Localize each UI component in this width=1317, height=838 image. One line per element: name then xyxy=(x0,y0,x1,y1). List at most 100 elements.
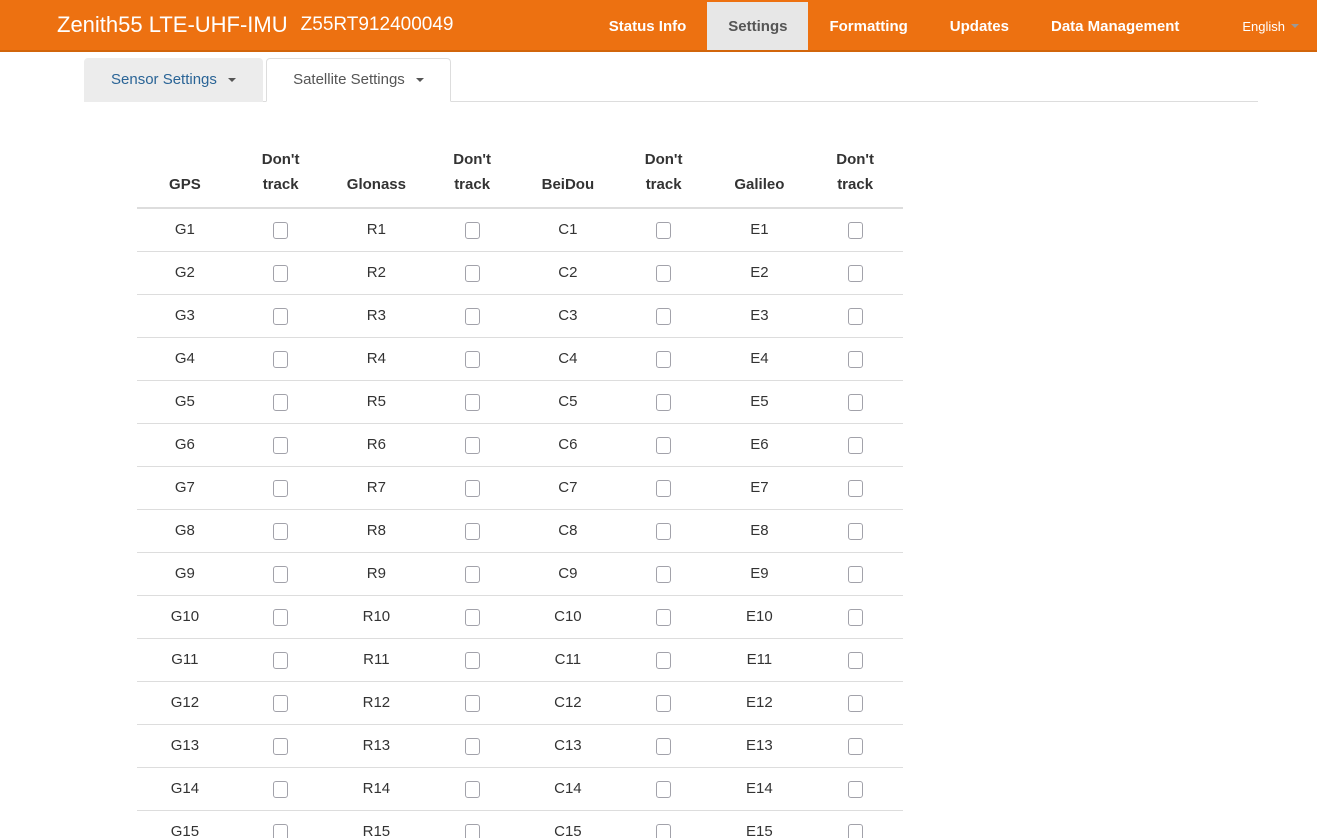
dont-track-checkbox-E4[interactable] xyxy=(847,350,863,368)
dont-track-checkbox-G5[interactable] xyxy=(273,393,289,411)
dont-track-cell xyxy=(615,423,712,467)
tab-satellite-settings[interactable]: Satellite Settings xyxy=(266,58,451,102)
dont-track-checkbox-E2[interactable] xyxy=(847,264,863,282)
dont-track-checkbox-C14[interactable] xyxy=(656,780,672,798)
satellite-id-cell: R12 xyxy=(328,681,425,725)
dont-track-cell xyxy=(424,509,520,553)
dont-track-checkbox-C13[interactable] xyxy=(656,737,672,755)
dont-track-checkbox-G10[interactable] xyxy=(273,608,289,626)
dont-track-cell xyxy=(807,681,903,725)
dont-track-checkbox-E14[interactable] xyxy=(847,780,863,798)
dont-track-checkbox-C7[interactable] xyxy=(656,479,672,497)
satellite-id-cell: E8 xyxy=(711,509,808,553)
nav-item-settings[interactable]: Settings xyxy=(707,2,809,50)
dont-track-checkbox-R9[interactable] xyxy=(464,565,480,583)
dont-track-checkbox-G14[interactable] xyxy=(273,780,289,798)
dont-track-checkbox-G12[interactable] xyxy=(273,694,289,712)
satellite-id-cell: R15 xyxy=(328,810,425,838)
dont-track-checkbox-E8[interactable] xyxy=(847,522,863,540)
dont-track-checkbox-E7[interactable] xyxy=(847,479,863,497)
dont-track-cell xyxy=(232,724,329,768)
dont-track-cell xyxy=(232,681,329,725)
satellite-id-cell: R6 xyxy=(328,423,425,467)
dont-track-checkbox-C11[interactable] xyxy=(656,651,672,669)
dont-track-checkbox-E3[interactable] xyxy=(847,307,863,325)
dont-track-checkbox-E11[interactable] xyxy=(847,651,863,669)
dont-track-checkbox-G2[interactable] xyxy=(273,264,289,282)
navbar-menu: Status Info Settings Formatting Updates … xyxy=(588,0,1317,50)
satellite-id-cell: G10 xyxy=(137,595,233,639)
dont-track-checkbox-R4[interactable] xyxy=(464,350,480,368)
nav-item-updates[interactable]: Updates xyxy=(949,17,1009,35)
dont-track-checkbox-R10[interactable] xyxy=(464,608,480,626)
chevron-down-icon xyxy=(1291,24,1299,28)
dont-track-checkbox-C6[interactable] xyxy=(656,436,672,454)
dont-track-checkbox-E13[interactable] xyxy=(847,737,863,755)
dont-track-checkbox-R8[interactable] xyxy=(464,522,480,540)
dont-track-checkbox-R14[interactable] xyxy=(464,780,480,798)
dont-track-checkbox-G1[interactable] xyxy=(273,221,289,239)
dont-track-checkbox-C9[interactable] xyxy=(656,565,672,583)
dont-track-checkbox-R2[interactable] xyxy=(464,264,480,282)
dont-track-cell xyxy=(615,638,712,682)
dont-track-checkbox-G13[interactable] xyxy=(273,737,289,755)
language-dropdown[interactable]: English xyxy=(1200,2,1317,50)
dont-track-checkbox-E12[interactable] xyxy=(847,694,863,712)
satellite-id-cell: C9 xyxy=(520,552,616,596)
dont-track-checkbox-G4[interactable] xyxy=(273,350,289,368)
dont-track-cell xyxy=(807,595,903,639)
column-header-7: Don't track xyxy=(807,139,903,209)
dont-track-checkbox-E15[interactable] xyxy=(847,823,863,838)
tab-sensor-settings[interactable]: Sensor Settings xyxy=(84,58,264,102)
satellite-id-cell: G13 xyxy=(137,724,233,768)
dont-track-checkbox-R13[interactable] xyxy=(464,737,480,755)
dont-track-checkbox-R11[interactable] xyxy=(464,651,480,669)
dont-track-cell xyxy=(807,294,903,338)
dont-track-checkbox-R1[interactable] xyxy=(464,221,480,239)
satellite-id-cell: E14 xyxy=(711,767,808,811)
dont-track-checkbox-E1[interactable] xyxy=(847,221,863,239)
dont-track-checkbox-R15[interactable] xyxy=(464,823,480,838)
dont-track-cell xyxy=(232,767,329,811)
satellite-id-cell: C10 xyxy=(520,595,616,639)
dont-track-cell xyxy=(232,251,329,295)
dont-track-checkbox-C15[interactable] xyxy=(656,823,672,838)
dont-track-checkbox-R3[interactable] xyxy=(464,307,480,325)
dont-track-checkbox-R12[interactable] xyxy=(464,694,480,712)
satellite-id-cell: C13 xyxy=(520,724,616,768)
dont-track-checkbox-E10[interactable] xyxy=(847,608,863,626)
dont-track-checkbox-C2[interactable] xyxy=(656,264,672,282)
dont-track-checkbox-G3[interactable] xyxy=(273,307,289,325)
dont-track-checkbox-G15[interactable] xyxy=(273,823,289,838)
dont-track-checkbox-R5[interactable] xyxy=(464,393,480,411)
dont-track-checkbox-C10[interactable] xyxy=(656,608,672,626)
dont-track-checkbox-G8[interactable] xyxy=(273,522,289,540)
dont-track-checkbox-C4[interactable] xyxy=(656,350,672,368)
dont-track-checkbox-E6[interactable] xyxy=(847,436,863,454)
nav-item-formatting[interactable]: Formatting xyxy=(829,17,908,35)
dont-track-checkbox-C8[interactable] xyxy=(656,522,672,540)
column-header-6: Galileo xyxy=(711,139,808,209)
dont-track-checkbox-E9[interactable] xyxy=(847,565,863,583)
satellite-id-cell: E15 xyxy=(711,810,808,838)
dont-track-checkbox-E5[interactable] xyxy=(847,393,863,411)
nav-item-data-management[interactable]: Data Management xyxy=(1050,17,1180,35)
satellite-id-cell: C7 xyxy=(520,466,616,510)
dont-track-cell xyxy=(807,724,903,768)
dont-track-checkbox-G6[interactable] xyxy=(273,436,289,454)
dont-track-checkbox-R6[interactable] xyxy=(464,436,480,454)
dont-track-checkbox-G11[interactable] xyxy=(273,651,289,669)
dont-track-cell xyxy=(232,208,329,252)
dont-track-checkbox-G9[interactable] xyxy=(273,565,289,583)
satellite-id-cell: G5 xyxy=(137,380,233,424)
nav-item-status-info[interactable]: Status Info xyxy=(608,17,687,35)
dont-track-checkbox-C5[interactable] xyxy=(656,393,672,411)
dont-track-cell xyxy=(424,767,520,811)
table-row: G7 R7 C7 E7 xyxy=(137,466,903,510)
satellite-id-cell: E12 xyxy=(711,681,808,725)
dont-track-checkbox-G7[interactable] xyxy=(273,479,289,497)
dont-track-checkbox-C3[interactable] xyxy=(656,307,672,325)
dont-track-checkbox-R7[interactable] xyxy=(464,479,480,497)
dont-track-checkbox-C1[interactable] xyxy=(656,221,672,239)
dont-track-checkbox-C12[interactable] xyxy=(656,694,672,712)
